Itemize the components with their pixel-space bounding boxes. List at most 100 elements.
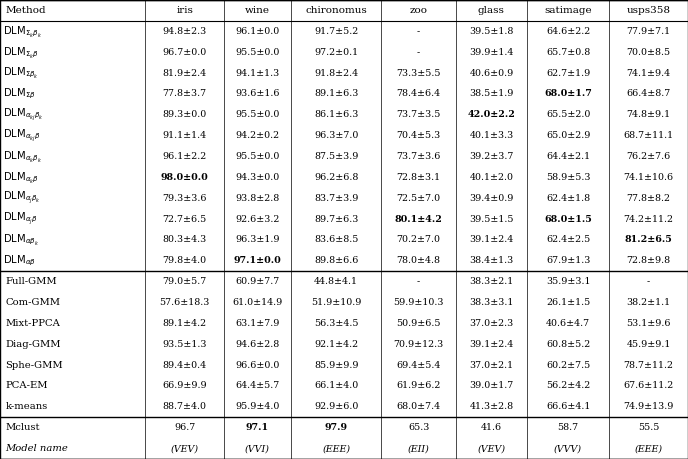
Text: 91.1±1.4: 91.1±1.4: [163, 131, 207, 140]
Text: -: -: [417, 27, 420, 36]
Text: 93.5±1.3: 93.5±1.3: [162, 340, 207, 349]
Text: 62.4±2.5: 62.4±2.5: [546, 235, 590, 245]
Text: 94.3±0.0: 94.3±0.0: [235, 173, 279, 182]
Text: 89.1±4.2: 89.1±4.2: [163, 319, 207, 328]
Text: 40.1±3.3: 40.1±3.3: [469, 131, 513, 140]
Text: 69.4±5.4: 69.4±5.4: [396, 361, 441, 369]
Text: Sphe-GMM: Sphe-GMM: [6, 361, 63, 369]
Text: zoo: zoo: [409, 6, 428, 15]
Text: (VEV): (VEV): [477, 444, 506, 453]
Text: 51.9±10.9: 51.9±10.9: [311, 298, 361, 307]
Text: 94.8±2.3: 94.8±2.3: [162, 27, 207, 36]
Text: 83.6±8.5: 83.6±8.5: [314, 235, 358, 245]
Text: 67.9±1.3: 67.9±1.3: [546, 256, 590, 265]
Text: 60.8±5.2: 60.8±5.2: [546, 340, 590, 349]
Text: 60.2±7.5: 60.2±7.5: [546, 361, 590, 369]
Text: 61.0±14.9: 61.0±14.9: [233, 298, 283, 307]
Text: 81.2±6.5: 81.2±6.5: [625, 235, 673, 245]
Text: 70.9±12.3: 70.9±12.3: [394, 340, 444, 349]
Text: 95.5±0.0: 95.5±0.0: [235, 152, 280, 161]
Text: 64.6±2.2: 64.6±2.2: [546, 27, 590, 36]
Text: 96.3±1.9: 96.3±1.9: [235, 235, 280, 245]
Text: 97.9: 97.9: [325, 423, 347, 432]
Text: 67.6±11.2: 67.6±11.2: [623, 381, 674, 391]
Text: 70.2±7.0: 70.2±7.0: [397, 235, 441, 245]
Text: 85.9±9.9: 85.9±9.9: [314, 361, 358, 369]
Text: 79.8±4.0: 79.8±4.0: [163, 256, 207, 265]
Text: 74.1±10.6: 74.1±10.6: [623, 173, 674, 182]
Text: 41.3±2.8: 41.3±2.8: [469, 403, 513, 411]
Text: 60.9±7.7: 60.9±7.7: [235, 277, 279, 286]
Text: 35.9±3.1: 35.9±3.1: [546, 277, 590, 286]
Text: 39.0±1.7: 39.0±1.7: [469, 381, 513, 391]
Text: 89.7±6.3: 89.7±6.3: [314, 214, 358, 224]
Text: 68.0±1.7: 68.0±1.7: [544, 90, 592, 98]
Text: PCA-EM: PCA-EM: [6, 381, 48, 391]
Text: 40.6±4.7: 40.6±4.7: [546, 319, 590, 328]
Text: Full-GMM: Full-GMM: [6, 277, 57, 286]
Text: 58.9±5.3: 58.9±5.3: [546, 173, 590, 182]
Text: 76.2±7.6: 76.2±7.6: [627, 152, 671, 161]
Text: Method: Method: [6, 6, 46, 15]
Text: 96.1±0.0: 96.1±0.0: [235, 27, 279, 36]
Text: 81.9±2.4: 81.9±2.4: [163, 68, 207, 78]
Text: 26.1±1.5: 26.1±1.5: [546, 298, 590, 307]
Text: 44.8±4.1: 44.8±4.1: [314, 277, 358, 286]
Text: 62.7±1.9: 62.7±1.9: [546, 68, 590, 78]
Text: 95.5±0.0: 95.5±0.0: [235, 110, 280, 119]
Text: 39.1±2.4: 39.1±2.4: [469, 340, 513, 349]
Text: 65.5±2.0: 65.5±2.0: [546, 110, 590, 119]
Text: 83.7±3.9: 83.7±3.9: [314, 194, 358, 203]
Text: glass: glass: [478, 6, 505, 15]
Text: 66.4±8.7: 66.4±8.7: [627, 90, 671, 98]
Text: 88.7±4.0: 88.7±4.0: [163, 403, 207, 411]
Text: 89.4±0.4: 89.4±0.4: [163, 361, 207, 369]
Text: 98.0±0.0: 98.0±0.0: [161, 173, 208, 182]
Text: 97.1±0.0: 97.1±0.0: [234, 256, 281, 265]
Text: 91.7±5.2: 91.7±5.2: [314, 27, 358, 36]
Text: (EEE): (EEE): [322, 444, 350, 453]
Text: 93.6±1.6: 93.6±1.6: [235, 90, 280, 98]
Text: 56.3±4.5: 56.3±4.5: [314, 319, 358, 328]
Text: 65.3: 65.3: [408, 423, 429, 432]
Text: 38.5±1.9: 38.5±1.9: [469, 90, 514, 98]
Text: $\mathrm{DLM}_{\alpha_j\beta}$: $\mathrm{DLM}_{\alpha_j\beta}$: [3, 211, 38, 227]
Text: Mclust: Mclust: [6, 423, 40, 432]
Text: 96.6±0.0: 96.6±0.0: [235, 361, 280, 369]
Text: $\mathrm{DLM}_{\Sigma\beta_k}$: $\mathrm{DLM}_{\Sigma\beta_k}$: [3, 66, 39, 80]
Text: (EII): (EII): [408, 444, 429, 453]
Text: $\mathrm{DLM}_{\alpha_{kj}\beta}$: $\mathrm{DLM}_{\alpha_{kj}\beta}$: [3, 128, 41, 144]
Text: 61.9±6.2: 61.9±6.2: [396, 381, 441, 391]
Text: 92.6±3.2: 92.6±3.2: [235, 214, 280, 224]
Text: (VVV): (VVV): [554, 444, 582, 453]
Text: 80.1±4.2: 80.1±4.2: [395, 214, 442, 224]
Text: 77.9±7.1: 77.9±7.1: [627, 27, 671, 36]
Text: 57.6±18.3: 57.6±18.3: [160, 298, 210, 307]
Text: 93.8±2.8: 93.8±2.8: [235, 194, 279, 203]
Text: 96.7±0.0: 96.7±0.0: [162, 48, 207, 56]
Text: $\mathrm{DLM}_{\Sigma\beta}$: $\mathrm{DLM}_{\Sigma\beta}$: [3, 87, 36, 101]
Text: $\mathrm{DLM}_{\Sigma_k \beta_k}$: $\mathrm{DLM}_{\Sigma_k \beta_k}$: [3, 24, 43, 39]
Text: 77.8±3.7: 77.8±3.7: [163, 90, 207, 98]
Text: (EEE): (EEE): [634, 444, 663, 453]
Text: 89.1±6.3: 89.1±6.3: [314, 90, 358, 98]
Text: 62.4±1.8: 62.4±1.8: [546, 194, 590, 203]
Text: 86.1±6.3: 86.1±6.3: [314, 110, 358, 119]
Text: 64.4±5.7: 64.4±5.7: [235, 381, 279, 391]
Text: 68.7±11.1: 68.7±11.1: [623, 131, 674, 140]
Text: 74.1±9.4: 74.1±9.4: [627, 68, 671, 78]
Text: 89.8±6.6: 89.8±6.6: [314, 256, 358, 265]
Text: 95.5±0.0: 95.5±0.0: [235, 48, 280, 56]
Text: 37.0±2.3: 37.0±2.3: [469, 319, 513, 328]
Text: 73.3±5.5: 73.3±5.5: [396, 68, 441, 78]
Text: 74.8±9.1: 74.8±9.1: [627, 110, 671, 119]
Text: $\mathrm{DLM}_{\alpha_k\beta}$: $\mathrm{DLM}_{\alpha_k\beta}$: [3, 170, 39, 185]
Text: 40.6±0.9: 40.6±0.9: [469, 68, 513, 78]
Text: $\mathrm{DLM}_{\alpha_k\beta_k}$: $\mathrm{DLM}_{\alpha_k\beta_k}$: [3, 149, 43, 164]
Text: chironomus: chironomus: [305, 6, 367, 15]
Text: 38.2±1.1: 38.2±1.1: [627, 298, 671, 307]
Text: $\mathrm{DLM}_{\alpha_{kj}\beta_k}$: $\mathrm{DLM}_{\alpha_{kj}\beta_k}$: [3, 106, 44, 123]
Text: 45.9±9.1: 45.9±9.1: [627, 340, 671, 349]
Text: 73.7±3.5: 73.7±3.5: [396, 110, 441, 119]
Text: 91.8±2.4: 91.8±2.4: [314, 68, 358, 78]
